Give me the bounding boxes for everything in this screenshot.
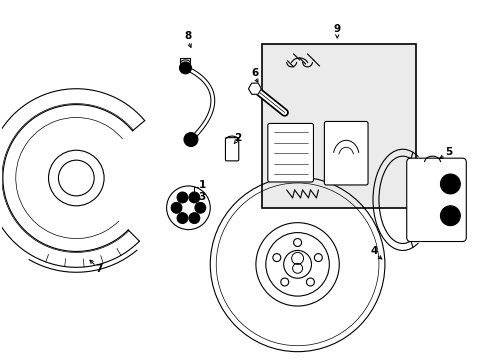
Text: 8: 8: [184, 31, 192, 41]
Polygon shape: [248, 83, 261, 94]
Circle shape: [183, 132, 198, 147]
Text: 6: 6: [251, 68, 258, 78]
Text: 1: 1: [198, 180, 205, 190]
Text: 3: 3: [198, 192, 205, 202]
Text: 9: 9: [333, 24, 340, 34]
FancyBboxPatch shape: [225, 138, 238, 161]
Circle shape: [177, 213, 187, 224]
Circle shape: [179, 62, 191, 74]
Text: 7: 7: [95, 264, 102, 274]
Bar: [262, 44, 415, 208]
FancyBboxPatch shape: [267, 123, 313, 182]
Circle shape: [171, 202, 182, 213]
FancyBboxPatch shape: [324, 121, 367, 185]
Circle shape: [440, 174, 459, 194]
Circle shape: [188, 192, 200, 203]
Circle shape: [177, 192, 187, 203]
Text: 2: 2: [234, 133, 241, 143]
Text: 4: 4: [369, 247, 377, 256]
Circle shape: [195, 202, 205, 213]
FancyBboxPatch shape: [406, 158, 466, 242]
Text: 5: 5: [444, 147, 451, 157]
Circle shape: [188, 213, 200, 224]
Circle shape: [440, 206, 459, 226]
